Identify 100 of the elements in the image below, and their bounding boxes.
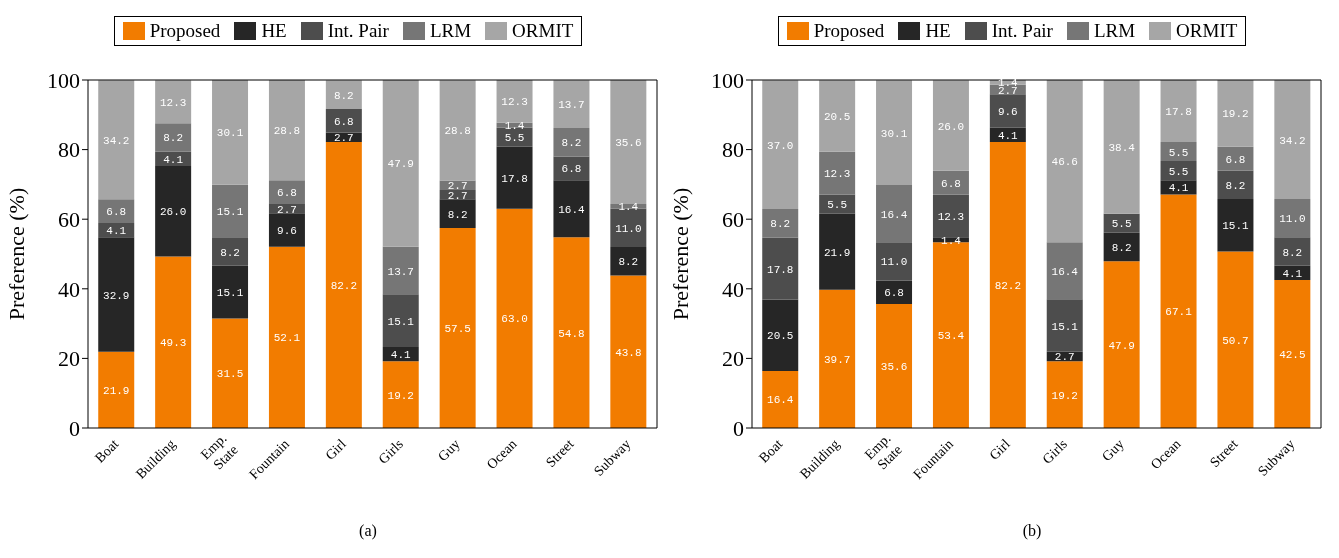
bar <box>819 213 856 290</box>
bar <box>989 94 1026 128</box>
bar <box>1217 251 1254 428</box>
x-tick-label: Emp. State <box>861 430 905 473</box>
text: (b) <box>1021 522 1043 540</box>
bar <box>876 280 913 305</box>
bar <box>439 80 476 181</box>
bar <box>496 146 533 209</box>
data-label: 17.8 <box>1165 105 1192 118</box>
x-tick-label: Girls <box>1039 436 1070 467</box>
bar <box>932 80 969 171</box>
data-label: 5.5 <box>1111 218 1132 231</box>
bar <box>439 199 476 228</box>
data-label: 19.2 <box>387 389 414 402</box>
data-label: 49.3 <box>159 337 187 350</box>
bar <box>268 246 305 428</box>
data-label: 15.1 <box>1051 320 1079 333</box>
data-label: 16.4 <box>767 394 794 407</box>
data-label: 5.5 <box>1168 165 1189 178</box>
data-label: 12.3 <box>501 96 528 109</box>
bar <box>1160 80 1197 142</box>
data-label: 19.2 <box>1222 108 1249 121</box>
y-tick-label: 40 <box>722 276 744 302</box>
legend-label: HE <box>924 20 951 42</box>
bar <box>1217 80 1254 147</box>
y-tick-label: 80 <box>58 137 80 163</box>
y-tick-label: 0 <box>733 415 744 441</box>
data-label: 43.8 <box>615 346 642 359</box>
data-label: 2.7 <box>277 203 297 216</box>
bar <box>382 80 419 247</box>
data-label: 37.0 <box>767 139 794 152</box>
bar <box>496 80 533 123</box>
data-label: 4.1 <box>390 349 412 362</box>
y-tick-label: 0 <box>69 415 80 441</box>
legend-label: LRM <box>428 20 472 42</box>
data-label: 2.7 <box>1054 351 1075 364</box>
data-label: 6.8 <box>277 187 297 200</box>
data-label: 11.0 <box>615 222 642 235</box>
bar <box>325 108 362 133</box>
bar <box>762 209 799 238</box>
y-tick-label: 40 <box>58 276 80 302</box>
data-label: 13.7 <box>558 99 585 112</box>
bar <box>268 180 305 204</box>
y-tick-label: 80 <box>722 137 744 163</box>
data-label: 54.8 <box>558 327 585 340</box>
bar <box>98 237 135 352</box>
bar <box>819 194 856 214</box>
bar <box>1160 194 1197 428</box>
bar <box>610 275 647 428</box>
data-label: 34.2 <box>1279 134 1306 147</box>
data-label: 82.2 <box>994 279 1022 292</box>
data-label: 4.1 <box>1168 182 1189 195</box>
bar <box>553 128 590 157</box>
legend-label: ORMIT <box>511 20 574 42</box>
data-label: 26.0 <box>159 206 187 219</box>
bar <box>382 361 419 428</box>
data-label: 15.1 <box>387 315 415 328</box>
data-label: 16.4 <box>558 203 586 216</box>
bar <box>212 237 249 266</box>
bar <box>325 141 362 428</box>
data-label: 47.9 <box>387 158 414 171</box>
data-label: 17.8 <box>767 263 794 276</box>
x-tick-label: Emp. State <box>197 430 241 473</box>
data-label: 17.8 <box>501 172 528 185</box>
y-tick-label: 100 <box>47 67 80 93</box>
data-label: 28.8 <box>273 125 301 138</box>
data-label: 15.1 <box>216 206 244 219</box>
bar <box>819 80 856 152</box>
data-label: 5.5 <box>504 132 525 145</box>
bar <box>1046 299 1083 352</box>
data-label: 15.1 <box>1222 220 1250 233</box>
data-label: 50.7 <box>1222 334 1249 347</box>
text: (a) <box>358 522 378 540</box>
data-label: 4.1 <box>997 129 1019 142</box>
data-label: 1.4 <box>618 201 639 214</box>
bar <box>268 80 305 181</box>
data-label: 39.7 <box>823 353 851 366</box>
data-label: 8.2 <box>447 208 468 221</box>
data-label: 63.0 <box>501 313 528 326</box>
legend-label: Proposed <box>148 20 221 42</box>
bar <box>155 80 192 124</box>
data-label: 1.4 <box>504 120 525 133</box>
bar <box>155 256 192 428</box>
data-label: 12.3 <box>159 96 187 109</box>
data-label: 8.2 <box>1225 179 1246 192</box>
bar <box>212 184 249 238</box>
bar <box>1046 361 1083 428</box>
legend-label: Int. Pair <box>990 20 1053 42</box>
bar <box>553 180 590 238</box>
data-label: 9.6 <box>277 224 297 237</box>
bar <box>819 151 856 195</box>
legend-label: ORMIT <box>1175 20 1238 42</box>
bar <box>98 80 135 200</box>
legend-label: LRM <box>1092 20 1136 42</box>
data-label: 8.2 <box>561 137 582 150</box>
bar <box>1103 232 1140 262</box>
data-label: 30.1 <box>880 127 908 140</box>
bar <box>212 265 249 319</box>
data-label: 52.1 <box>273 332 301 345</box>
bar <box>553 80 590 129</box>
